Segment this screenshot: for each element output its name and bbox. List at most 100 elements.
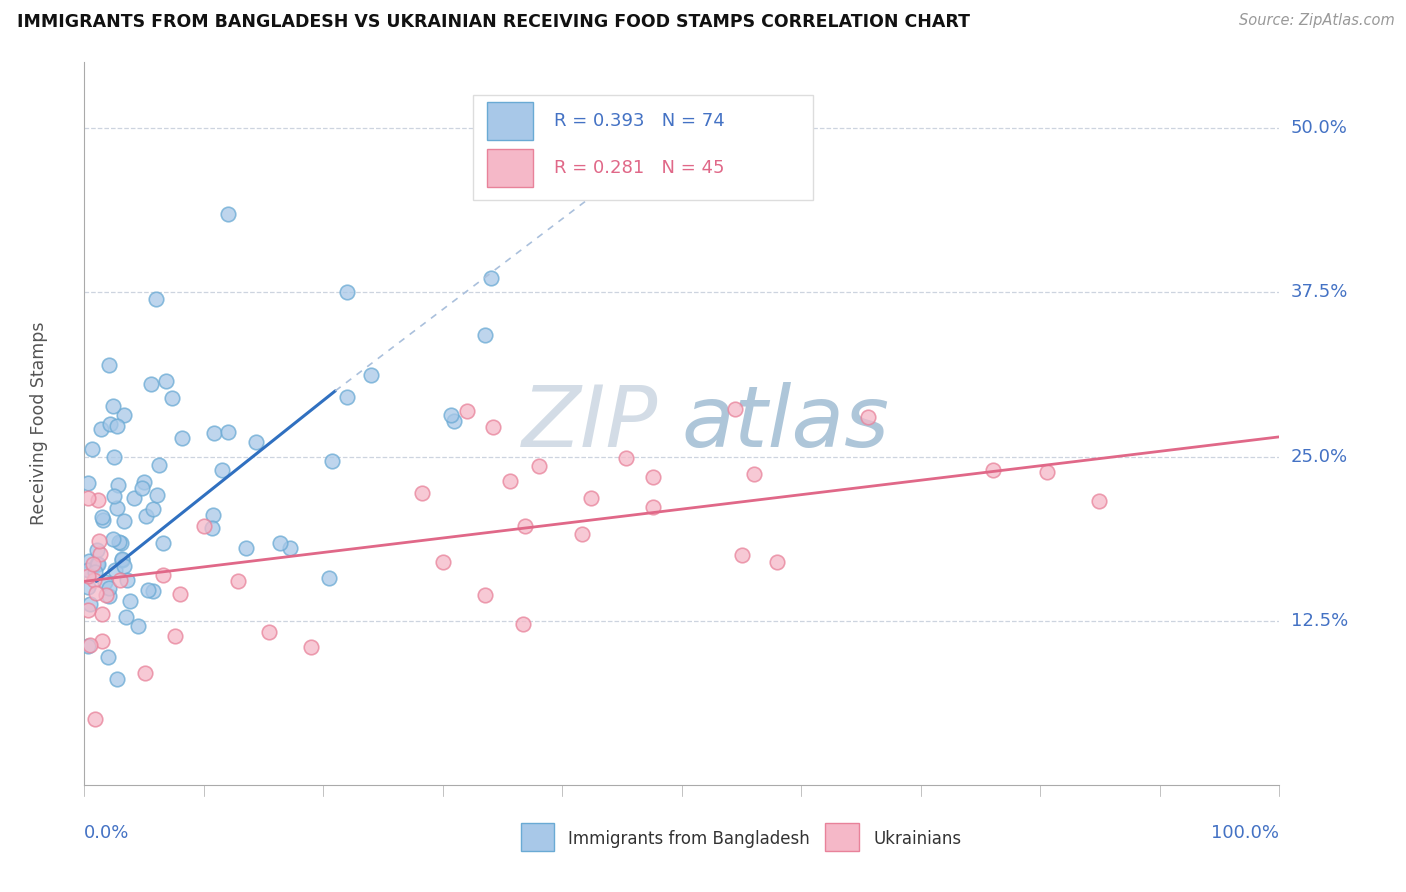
Text: 100.0%: 100.0% xyxy=(1212,824,1279,842)
Point xyxy=(93,575,115,590)
Text: R = 0.281   N = 45: R = 0.281 N = 45 xyxy=(554,159,724,177)
Point xyxy=(134,666,156,681)
Point xyxy=(152,536,174,550)
Text: atlas: atlas xyxy=(682,382,890,466)
Point xyxy=(360,368,382,382)
Point xyxy=(193,518,215,533)
Point xyxy=(77,563,100,577)
FancyBboxPatch shape xyxy=(486,149,533,186)
FancyBboxPatch shape xyxy=(520,823,554,851)
Point xyxy=(104,563,127,577)
Point xyxy=(110,536,132,550)
Point xyxy=(103,532,125,546)
Point xyxy=(77,603,100,617)
Point xyxy=(112,514,135,528)
Point xyxy=(90,634,112,648)
Point xyxy=(82,557,104,571)
Text: 37.5%: 37.5% xyxy=(1291,284,1348,301)
Point xyxy=(84,712,107,726)
Point xyxy=(160,392,183,406)
Point xyxy=(77,569,100,583)
Point xyxy=(98,581,121,595)
Point xyxy=(1087,494,1109,508)
Text: 12.5%: 12.5% xyxy=(1291,612,1348,630)
Point xyxy=(142,502,165,516)
Point xyxy=(169,587,191,601)
Point xyxy=(83,574,105,588)
Point xyxy=(112,559,135,574)
Point xyxy=(440,408,463,422)
Point xyxy=(105,501,128,516)
Text: 50.0%: 50.0% xyxy=(1291,120,1347,137)
Point xyxy=(245,434,267,449)
Point xyxy=(479,270,502,285)
Point xyxy=(80,442,103,456)
Point xyxy=(145,292,167,306)
Point xyxy=(571,527,593,541)
Point xyxy=(318,571,340,585)
Point xyxy=(111,553,134,567)
Point xyxy=(152,568,174,582)
Point xyxy=(765,555,787,569)
Point xyxy=(98,589,121,603)
Point xyxy=(103,489,125,503)
Point xyxy=(87,493,110,508)
Point xyxy=(84,566,107,580)
Point xyxy=(744,467,766,481)
Point xyxy=(148,458,170,473)
Point xyxy=(87,557,110,571)
Point xyxy=(269,536,291,550)
Point xyxy=(474,588,496,602)
Point xyxy=(858,409,880,424)
Point xyxy=(257,625,280,640)
Point xyxy=(138,582,160,597)
Point xyxy=(981,463,1004,477)
Point xyxy=(643,470,665,484)
Point xyxy=(89,547,111,561)
Point xyxy=(614,450,637,465)
Point xyxy=(201,521,224,535)
Point xyxy=(217,425,239,440)
Point xyxy=(107,419,129,434)
Point xyxy=(235,541,257,555)
Point xyxy=(142,584,165,599)
Point xyxy=(202,508,225,522)
Point xyxy=(90,607,112,621)
Point xyxy=(336,285,359,300)
Point xyxy=(94,588,117,602)
Point xyxy=(112,408,135,422)
Point xyxy=(77,475,100,490)
Point xyxy=(77,554,100,568)
Point xyxy=(482,419,505,434)
Point xyxy=(172,431,194,445)
Point xyxy=(90,422,112,436)
Point xyxy=(97,358,120,372)
Point xyxy=(115,574,138,588)
Point xyxy=(474,327,496,342)
Point xyxy=(724,401,747,416)
Point xyxy=(97,650,120,665)
Point xyxy=(731,548,754,562)
Point xyxy=(411,485,433,500)
Point xyxy=(202,426,225,441)
Text: Receiving Food Stamps: Receiving Food Stamps xyxy=(30,322,48,525)
Point xyxy=(301,640,323,654)
Point xyxy=(131,481,153,495)
Point xyxy=(115,610,138,624)
Point xyxy=(86,557,108,571)
Point xyxy=(127,618,149,632)
Point xyxy=(1036,465,1059,479)
Point xyxy=(641,500,664,515)
Point xyxy=(515,519,537,533)
Point xyxy=(456,403,478,417)
Point xyxy=(155,374,177,388)
Point xyxy=(499,474,522,488)
Point xyxy=(211,463,233,477)
Point xyxy=(120,593,142,607)
Point xyxy=(226,574,249,588)
Point xyxy=(579,491,602,505)
Point xyxy=(443,414,465,428)
Point xyxy=(86,543,108,558)
Text: ZIP: ZIP xyxy=(522,382,658,466)
Point xyxy=(122,491,145,505)
